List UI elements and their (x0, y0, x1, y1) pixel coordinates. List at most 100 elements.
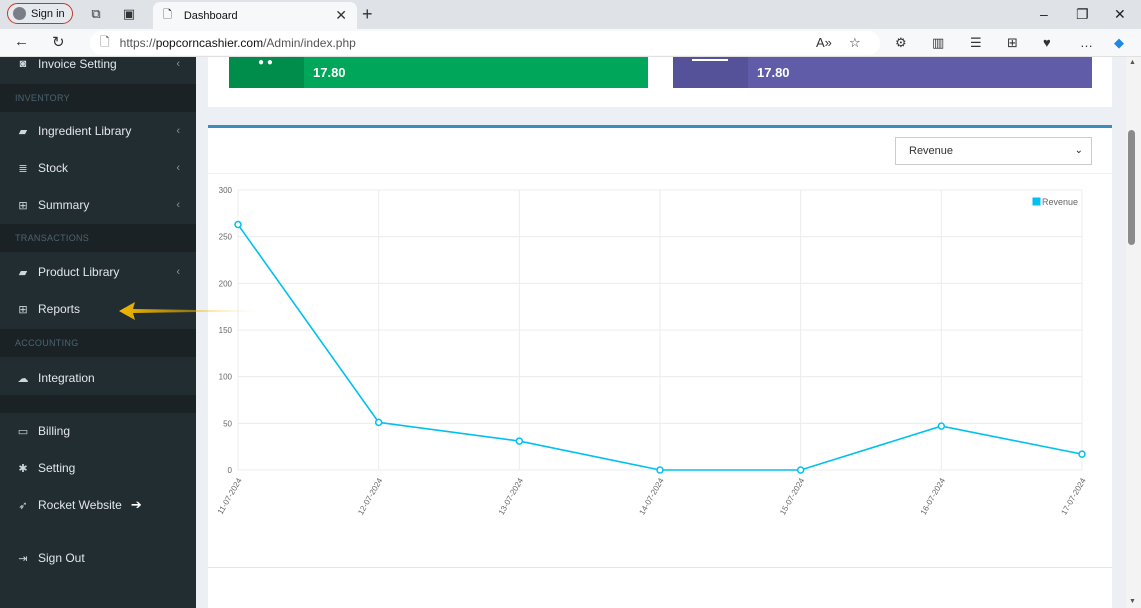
sidebar-item-stock[interactable]: ≣ Stock ‹ (0, 151, 196, 185)
bar-icon (692, 59, 728, 61)
data-point (515, 437, 524, 445)
extensions-icon[interactable]: ⚙ (895, 35, 907, 50)
url-text: https://popcorncashier.com/Admin/index.p… (119, 36, 356, 50)
stat-box-purple: 17.80 (673, 57, 1092, 88)
favorites-icon[interactable]: ☰ (970, 35, 982, 50)
sidebar-item-label: Invoice Setting (38, 57, 117, 71)
data-point (656, 466, 664, 474)
browser-essentials-icon[interactable]: ♥ (1043, 35, 1051, 50)
copilot-icon[interactable]: ◆ (1114, 35, 1124, 50)
y-tick-label: 300 (219, 186, 233, 195)
tab-title: Dashboard (183, 9, 238, 22)
gear-icon: ✱ (18, 462, 28, 475)
x-tick-label: 15-07-2024 (778, 476, 807, 516)
rocket-icon: ➶ (18, 499, 28, 512)
sidebar-divider (0, 395, 196, 413)
sidebar-item-integration[interactable]: ☁ Integration (0, 361, 196, 395)
workspaces-icon[interactable]: ⧉ (91, 6, 101, 21)
more-options-icon[interactable]: … (1080, 35, 1093, 50)
sidebar-item-rocket-website[interactable]: ➶ Rocket Website ➔ (0, 488, 196, 522)
favorite-star-icon[interactable]: ☆ (849, 35, 861, 50)
sidebar-item-setting[interactable]: ✱ Setting (0, 451, 196, 485)
stat-icon-purple (673, 57, 748, 88)
x-tick-label: 11-07-2024 (216, 476, 244, 516)
sign-out-icon: ⇥ (18, 552, 28, 565)
sidebar-item-label: Summary (38, 198, 90, 212)
annotation-arrow (119, 302, 260, 320)
collections-icon[interactable]: ⊞ (1007, 35, 1018, 50)
database-icon: ≣ (18, 162, 28, 175)
data-point (937, 422, 946, 430)
close-tab-icon[interactable]: ✕ (335, 7, 347, 23)
chevron-left-icon: ‹ (176, 58, 180, 70)
sidebar: ◙ Invoice Setting ‹ INVENTORY ▰ Ingredie… (0, 57, 196, 608)
stat-value: 17.80 (757, 65, 790, 80)
page-info-icon[interactable]: 🗋 (100, 34, 110, 49)
sidebar-item-label: Billing (38, 424, 71, 438)
scroll-up-icon[interactable]: ▲ (1129, 59, 1136, 66)
y-tick-label: 150 (219, 326, 233, 335)
restore-icon[interactable]: ❐ (1076, 6, 1089, 22)
x-tick-label: 13-07-2024 (497, 476, 526, 516)
close-window-icon[interactable]: ✕ (1114, 6, 1126, 22)
chevron-down-icon: ⌄ (1074, 145, 1083, 156)
back-icon[interactable]: ← (14, 33, 29, 50)
sidebar-item-label: Stock (38, 161, 69, 175)
x-tick-label: 14-07-2024 (637, 476, 666, 516)
sidebar-item-invoice-setting[interactable]: ◙ Invoice Setting ‹ (0, 47, 196, 81)
signin-label: Sign in (31, 7, 65, 20)
sidebar-item-summary[interactable]: ⊞ Summary ‹ (0, 188, 196, 222)
sidebar-item-label: Setting (38, 461, 76, 475)
x-tick-label: 16-07-2024 (919, 476, 948, 516)
split-screen-icon[interactable]: ▥ (932, 35, 945, 50)
stat-box-green: ● ● 17.80 (229, 57, 648, 88)
x-tick-label: 17-07-2024 (1059, 476, 1088, 516)
camera-icon: ◙ (19, 58, 27, 70)
scrollbar-thumb[interactable] (1128, 130, 1135, 245)
data-point (1078, 450, 1086, 458)
sidebar-item-sign-out[interactable]: ⇥ Sign Out (0, 541, 196, 575)
legend-swatch (1031, 196, 1042, 207)
y-tick-label: 0 (228, 466, 233, 475)
y-tick-label: 50 (223, 419, 232, 428)
new-tab-button[interactable]: + (362, 4, 373, 24)
table-icon: ⊞ (18, 199, 28, 212)
y-tick-label: 250 (219, 233, 233, 242)
chart-metric-select[interactable]: Revenue ⌄ (895, 137, 1092, 165)
page-icon: 🗋 (163, 9, 172, 21)
data-point (374, 418, 383, 427)
read-aloud-icon[interactable]: A» (816, 35, 832, 50)
table-icon: ⊞ (18, 303, 28, 316)
stat-value: 17.80 (313, 65, 346, 80)
sidebar-item-ingredient-library[interactable]: ▰ Ingredient Library ‹ (0, 114, 196, 148)
bottom-card (208, 567, 1112, 608)
tab-dashboard[interactable]: 🗋 Dashboard ✕ (153, 2, 357, 29)
book-icon: ▰ (18, 125, 28, 138)
signin-button[interactable]: Sign in (7, 3, 73, 24)
data-point (796, 466, 805, 474)
credit-card-icon: ▭ (17, 425, 29, 438)
sidebar-item-label: Product Library (38, 265, 120, 279)
data-point (234, 220, 242, 229)
x-tick-label: 12-07-2024 (356, 476, 385, 516)
sidebar-item-label: Reports (38, 302, 81, 316)
scroll-down-icon[interactable]: ▼ (1129, 598, 1136, 605)
arrow-right-icon: ➔ (130, 497, 142, 512)
y-tick-label: 100 (219, 373, 233, 382)
legend-label: Revenue (1042, 197, 1078, 207)
sidebar-item-billing[interactable]: ▭ Billing (0, 414, 196, 448)
chart-card-divider (208, 173, 1112, 174)
arrow-shape (119, 302, 260, 320)
sidebar-item-label: Sign Out (38, 551, 85, 565)
tab-actions-icon[interactable]: ▣ (122, 6, 136, 21)
minimize-icon[interactable]: – (1040, 6, 1048, 22)
refresh-icon[interactable]: ↻ (52, 34, 65, 51)
y-tick-label: 200 (219, 279, 233, 288)
dots-icon: ● ● (258, 57, 273, 68)
sidebar-item-label: Integration (38, 371, 95, 385)
sidebar-item-product-library[interactable]: ▰ Product Library ‹ (0, 255, 196, 289)
sidebar-item-reports[interactable]: ⊞ Reports (0, 292, 196, 326)
url-field[interactable]: 🗋 https://popcorncashier.com/Admin/index… (90, 31, 880, 55)
sidebar-header-transactions: TRANSACTIONS (0, 224, 196, 252)
cloud-icon: ☁ (17, 372, 29, 385)
